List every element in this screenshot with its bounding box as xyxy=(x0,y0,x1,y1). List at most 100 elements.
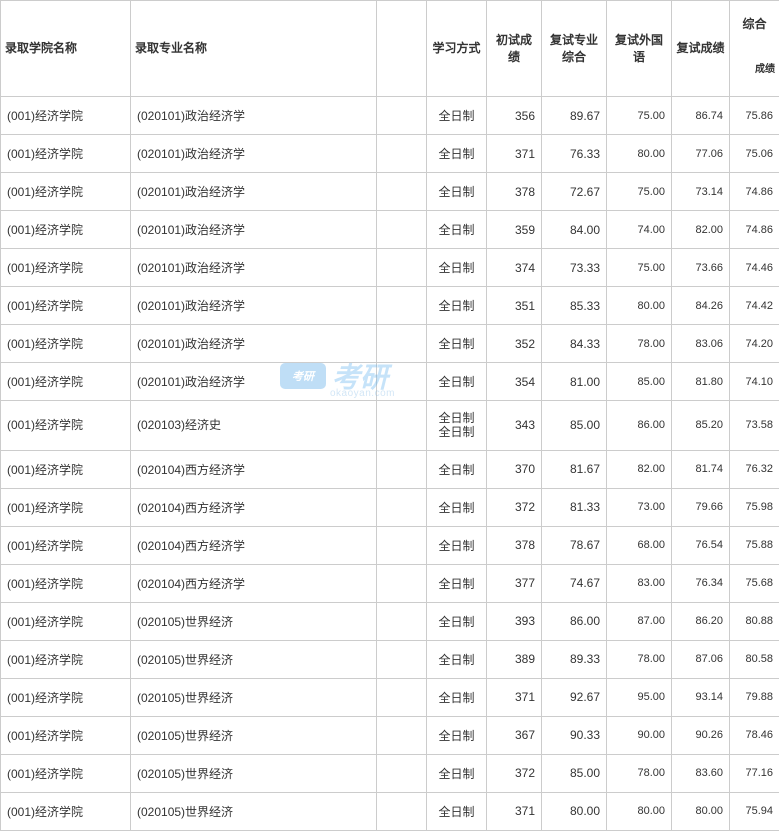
table-row: (001)经济学院(020101)政治经济学全日制37176.3380.0077… xyxy=(1,135,779,173)
table-row: (001)经济学院(020105)世界经济全日制39386.0087.0086.… xyxy=(1,602,779,640)
cell-major: (020101)政治经济学 xyxy=(131,135,377,173)
cell-s3: 78.00 xyxy=(607,754,672,792)
cell-s3: 80.00 xyxy=(607,792,672,830)
cell-s3: 80.00 xyxy=(607,135,672,173)
cell-mode: 全日制 xyxy=(427,640,487,678)
cell-major: (020101)政治经济学 xyxy=(131,211,377,249)
cell-mode: 全日制 xyxy=(427,287,487,325)
col-school: 录取学院名称 xyxy=(1,1,131,97)
cell-school: (001)经济学院 xyxy=(1,287,131,325)
cell-s5: 77.16 xyxy=(730,754,779,792)
admission-table: 录取学院名称 录取专业名称 学习方式 初试成绩 复试专业综合 复试外国语 复试成… xyxy=(0,0,779,831)
cell-major: (020105)世界经济 xyxy=(131,754,377,792)
cell-mode: 全日制 xyxy=(427,564,487,602)
cell-blank xyxy=(377,792,427,830)
cell-blank xyxy=(377,640,427,678)
cell-major: (020105)世界经济 xyxy=(131,716,377,754)
cell-s2: 80.00 xyxy=(542,792,607,830)
cell-blank xyxy=(377,450,427,488)
cell-s5: 76.32 xyxy=(730,450,779,488)
cell-major: (020105)世界经济 xyxy=(131,602,377,640)
cell-s1: 372 xyxy=(487,488,542,526)
cell-s1: 371 xyxy=(487,135,542,173)
cell-major: (020103)经济史 xyxy=(131,401,377,451)
cell-school: (001)经济学院 xyxy=(1,488,131,526)
cell-school: (001)经济学院 xyxy=(1,325,131,363)
cell-school: (001)经济学院 xyxy=(1,716,131,754)
cell-school: (001)经济学院 xyxy=(1,401,131,451)
table-row: (001)经济学院(020104)西方经济学全日制37281.3373.0079… xyxy=(1,488,779,526)
cell-s4: 77.06 xyxy=(672,135,730,173)
cell-s5: 74.20 xyxy=(730,325,779,363)
cell-s3: 80.00 xyxy=(607,287,672,325)
cell-mode: 全日制全日制 xyxy=(427,401,487,451)
cell-school: (001)经济学院 xyxy=(1,564,131,602)
cell-major: (020104)西方经济学 xyxy=(131,564,377,602)
table-row: (001)经济学院(020101)政治经济学全日制35689.6775.0086… xyxy=(1,97,779,135)
table-row: (001)经济学院(020103)经济史全日制全日制34385.0086.008… xyxy=(1,401,779,451)
col-s5: 综合 xyxy=(730,1,779,49)
cell-s1: 389 xyxy=(487,640,542,678)
cell-s1: 370 xyxy=(487,450,542,488)
cell-s2: 85.33 xyxy=(542,287,607,325)
cell-s3: 73.00 xyxy=(607,488,672,526)
cell-mode: 全日制 xyxy=(427,678,487,716)
cell-s5: 75.68 xyxy=(730,564,779,602)
cell-mode: 全日制 xyxy=(427,363,487,401)
col-s3: 复试外国语 xyxy=(607,1,672,97)
cell-mode: 全日制 xyxy=(427,526,487,564)
cell-mode: 全日制 xyxy=(427,792,487,830)
cell-s5: 75.98 xyxy=(730,488,779,526)
cell-blank xyxy=(377,173,427,211)
cell-s5: 74.10 xyxy=(730,363,779,401)
cell-s2: 84.00 xyxy=(542,211,607,249)
cell-s5: 74.86 xyxy=(730,173,779,211)
cell-s2: 76.33 xyxy=(542,135,607,173)
cell-blank xyxy=(377,678,427,716)
table-row: (001)经济学院(020104)西方经济学全日制37774.6783.0076… xyxy=(1,564,779,602)
col-mode: 学习方式 xyxy=(427,1,487,97)
cell-s1: 371 xyxy=(487,792,542,830)
cell-s4: 86.20 xyxy=(672,602,730,640)
col-blank xyxy=(377,1,427,97)
cell-s4: 93.14 xyxy=(672,678,730,716)
cell-school: (001)经济学院 xyxy=(1,678,131,716)
cell-s4: 81.80 xyxy=(672,363,730,401)
cell-s3: 87.00 xyxy=(607,602,672,640)
cell-major: (020104)西方经济学 xyxy=(131,488,377,526)
cell-s5: 75.86 xyxy=(730,97,779,135)
cell-s3: 78.00 xyxy=(607,325,672,363)
table-row: (001)经济学院(020105)世界经济全日制38989.3378.0087.… xyxy=(1,640,779,678)
table-row: (001)经济学院(020104)西方经济学全日制37081.6782.0081… xyxy=(1,450,779,488)
cell-major: (020101)政治经济学 xyxy=(131,173,377,211)
cell-mode: 全日制 xyxy=(427,602,487,640)
table-row: (001)经济学院(020104)西方经济学全日制37878.6768.0076… xyxy=(1,526,779,564)
table-row: (001)经济学院(020101)政治经济学全日制35481.0085.0081… xyxy=(1,363,779,401)
cell-s5: 73.58 xyxy=(730,401,779,451)
cell-major: (020105)世界经济 xyxy=(131,678,377,716)
cell-s2: 81.33 xyxy=(542,488,607,526)
cell-major: (020104)西方经济学 xyxy=(131,526,377,564)
cell-s3: 95.00 xyxy=(607,678,672,716)
cell-s5: 74.42 xyxy=(730,287,779,325)
cell-s2: 78.67 xyxy=(542,526,607,564)
cell-s5: 74.86 xyxy=(730,211,779,249)
cell-s2: 86.00 xyxy=(542,602,607,640)
cell-s5: 75.94 xyxy=(730,792,779,830)
cell-s5: 75.06 xyxy=(730,135,779,173)
table-row: (001)经济学院(020105)世界经济全日制37180.0080.0080.… xyxy=(1,792,779,830)
cell-school: (001)经济学院 xyxy=(1,249,131,287)
cell-s1: 393 xyxy=(487,602,542,640)
cell-s2: 90.33 xyxy=(542,716,607,754)
cell-s4: 85.20 xyxy=(672,401,730,451)
cell-major: (020101)政治经济学 xyxy=(131,249,377,287)
cell-s1: 359 xyxy=(487,211,542,249)
cell-blank xyxy=(377,135,427,173)
cell-s4: 83.60 xyxy=(672,754,730,792)
cell-s4: 73.14 xyxy=(672,173,730,211)
table-row: (001)经济学院(020101)政治经济学全日制35984.0074.0082… xyxy=(1,211,779,249)
col-s5-sub: 成绩 xyxy=(730,49,779,97)
cell-blank xyxy=(377,401,427,451)
col-s1: 初试成绩 xyxy=(487,1,542,97)
cell-blank xyxy=(377,526,427,564)
